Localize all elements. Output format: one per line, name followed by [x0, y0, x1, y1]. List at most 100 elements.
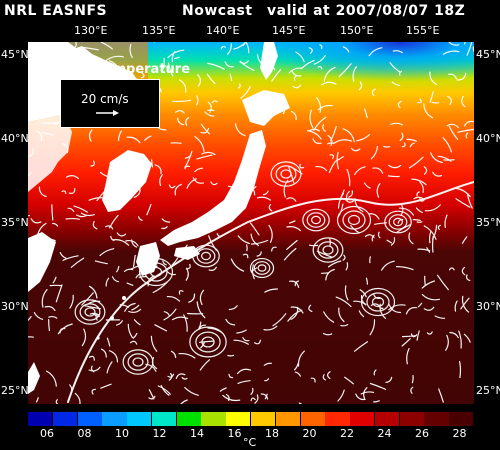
- current-vector: [240, 86, 251, 99]
- current-vector: [370, 303, 380, 307]
- current-vector: [286, 225, 302, 232]
- current-vector: [146, 203, 152, 216]
- colorbar-tick-label: 20: [302, 427, 317, 440]
- eddy-ring: [189, 326, 227, 358]
- current-vector: [283, 247, 297, 261]
- current-vector: [444, 214, 448, 228]
- current-vector: [170, 350, 177, 359]
- current-vector: [28, 148, 35, 157]
- current-vector: [429, 71, 437, 85]
- mainland-coast: [28, 114, 72, 192]
- current-vector: [288, 67, 303, 74]
- current-vector: [374, 222, 388, 225]
- current-vector: [29, 261, 43, 275]
- lat-label-left-25: 25°N: [1, 384, 29, 397]
- current-vector: [99, 171, 115, 179]
- current-vector: [377, 231, 381, 239]
- current-vector: [117, 130, 122, 142]
- current-vector: [423, 103, 434, 119]
- current-vector: [237, 173, 246, 182]
- current-vector: [281, 108, 285, 115]
- current-vector: [42, 236, 56, 242]
- current-vector: [383, 145, 391, 148]
- hokkaido: [242, 90, 290, 126]
- current-vector: [385, 376, 393, 383]
- eddy-ring: [196, 248, 216, 264]
- current-vector: [28, 215, 30, 217]
- current-vector: [424, 275, 426, 286]
- current-vector: [36, 222, 47, 237]
- current-vector: [148, 395, 156, 400]
- current-vector: [445, 334, 449, 351]
- current-vector: [122, 189, 132, 194]
- colorbar: [28, 412, 475, 426]
- current-vector: [405, 306, 418, 315]
- current-vector: [192, 177, 204, 184]
- current-vector: [306, 130, 322, 140]
- eddy-ring: [132, 357, 144, 367]
- current-vector: [457, 128, 474, 133]
- current-vector: [88, 366, 101, 372]
- current-vector: [289, 220, 296, 224]
- current-vector: [335, 156, 344, 162]
- current-vector: [415, 207, 423, 213]
- colorbar-tick-label: 06: [40, 427, 54, 440]
- current-vector: [172, 99, 192, 103]
- colorbar-swatch: [275, 412, 302, 426]
- current-vector: [161, 218, 171, 223]
- current-vector: [131, 155, 139, 159]
- colorbar-swatch: [374, 412, 401, 426]
- current-vector: [141, 264, 149, 268]
- current-vector: [127, 323, 133, 339]
- current-vector: [111, 276, 119, 283]
- current-vector: [136, 181, 147, 186]
- current-vector: [287, 309, 303, 322]
- current-vector: [401, 142, 406, 148]
- current-vector: [131, 304, 140, 311]
- lat-label-left-40: 40°N: [1, 132, 29, 145]
- current-vector: [140, 72, 145, 79]
- current-vector: [151, 159, 153, 168]
- current-vector: [237, 380, 251, 384]
- current-vector: [175, 110, 185, 114]
- current-vector: [268, 203, 273, 212]
- current-vector: [150, 335, 158, 352]
- current-vector: [358, 81, 363, 91]
- current-vector: [161, 57, 165, 72]
- legend-arrow-icon: [96, 110, 119, 116]
- current-vector: [227, 43, 232, 55]
- current-vector: [146, 162, 150, 170]
- current-vector: [207, 62, 225, 70]
- current-vector: [337, 389, 345, 402]
- current-vector: [200, 123, 210, 135]
- eddy-ring: [393, 217, 404, 227]
- current-vector: [81, 328, 87, 347]
- current-vector: [392, 50, 403, 54]
- eddy-ring: [342, 210, 366, 230]
- current-vector: [28, 316, 32, 322]
- lat-label-right-40: 40°N: [476, 132, 500, 145]
- colorbar-tick-label: 10: [115, 427, 129, 440]
- colorbar-swatch: [226, 412, 252, 426]
- current-vector: [424, 204, 441, 212]
- current-vector: [28, 171, 32, 177]
- current-vector: [55, 284, 63, 303]
- current-vector: [36, 96, 45, 104]
- eddy-ring: [312, 237, 344, 263]
- current-vector: [88, 129, 93, 142]
- current-vector: [364, 234, 375, 239]
- current-vector: [448, 73, 457, 80]
- current-vector: [211, 100, 218, 104]
- current-vector: [249, 222, 260, 236]
- current-vector: [28, 87, 36, 90]
- current-vector: [373, 369, 377, 376]
- colorbar-tick-label: 18: [265, 427, 279, 440]
- current-vector: [230, 258, 245, 272]
- eddy-ring: [360, 287, 396, 317]
- current-vector: [95, 313, 98, 321]
- current-vector: [88, 285, 98, 299]
- lat-label-right-30: 30°N: [476, 300, 500, 313]
- current-vector: [112, 239, 130, 246]
- current-vector: [356, 134, 370, 142]
- eddy-ring: [144, 262, 168, 282]
